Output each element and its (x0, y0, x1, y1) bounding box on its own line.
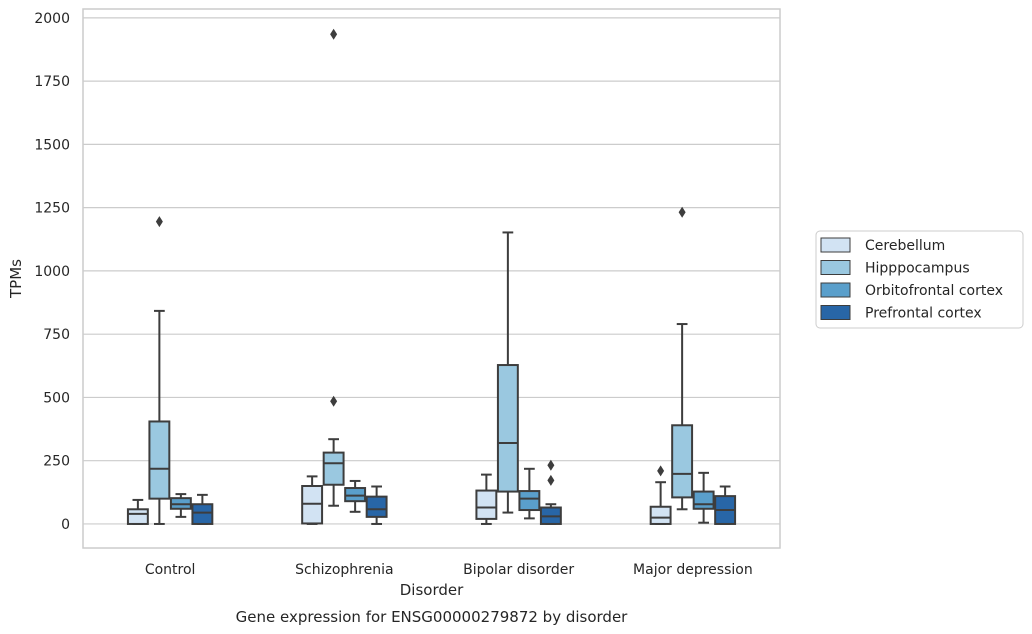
chart-title: Gene expression for ENSG00000279872 by d… (236, 608, 629, 626)
box-iqr (322, 451, 345, 486)
box-iqr (148, 420, 171, 500)
box-group (539, 459, 562, 525)
box-group (496, 231, 519, 514)
box-group (714, 485, 737, 525)
box-iqr (365, 495, 388, 518)
x-tick-label: Schizophrenia (295, 562, 393, 578)
x-axis-ticks: Control Schizophrenia Bipolar disorder Majo… (145, 562, 753, 578)
y-tick-label: 1250 (34, 201, 70, 217)
box-iqr (475, 489, 498, 520)
y-tick-label: 750 (43, 327, 70, 343)
x-tick-label: Bipolar disorder (463, 562, 574, 578)
outlier-point (657, 465, 665, 477)
outlier-point (547, 459, 555, 471)
legend-label: Prefrontal cortex (865, 306, 982, 322)
box-group (301, 475, 324, 525)
box-group (671, 206, 694, 511)
outlier-point (155, 216, 163, 228)
plot-frame (82, 8, 781, 549)
legend-label: Orbitofrontal cortex (865, 283, 1003, 299)
box-iqr (496, 364, 519, 493)
box-group (126, 498, 149, 525)
y-tick-label: 250 (43, 454, 70, 470)
box-iqr (344, 487, 367, 503)
box-iqr (301, 485, 324, 525)
box-group (148, 216, 171, 525)
x-axis-label: Disorder (400, 581, 464, 599)
box-iqr (518, 490, 541, 512)
outlier-point (678, 206, 686, 218)
legend-frame (815, 230, 1024, 329)
box-group (518, 467, 541, 520)
outlier-point (330, 28, 338, 40)
box-group (344, 479, 367, 513)
y-tick-label: 1000 (34, 264, 70, 280)
box-group (649, 465, 672, 525)
box-group (191, 493, 214, 525)
outlier-point (547, 474, 555, 486)
box-group (322, 28, 345, 507)
y-tick-label: 1500 (34, 137, 70, 153)
legend-swatch (820, 305, 851, 320)
legend-swatch (820, 282, 851, 298)
y-axis-ticks: 0 250 500 750 1000 1250 1500 1750 2000 (34, 11, 70, 533)
y-tick-label: 500 (43, 390, 70, 406)
grid-lines (83, 17, 780, 525)
outlier-point (330, 395, 338, 407)
y-tick-label: 2000 (34, 11, 70, 27)
legend-swatch (820, 260, 851, 275)
x-tick-label: Major depression (633, 562, 753, 578)
x-tick-label: Control (145, 562, 196, 578)
box-iqr (692, 490, 715, 510)
legend-label: Cerebellum (865, 238, 945, 254)
box-plot-series (126, 28, 737, 525)
box-group (475, 473, 498, 525)
legend-label: Hipppocampus (865, 261, 970, 277)
box-iqr (649, 505, 672, 525)
box-iqr (126, 508, 149, 525)
box-group (365, 485, 388, 525)
box-group (169, 493, 192, 518)
legend-swatch (820, 237, 851, 253)
legend: Cerebellum Hipppocampus Orbitofrontal cort… (815, 230, 1024, 329)
box-iqr (671, 424, 694, 499)
y-axis-label: TPMs (7, 259, 25, 299)
box-group (692, 471, 715, 524)
y-tick-label: 1750 (34, 74, 70, 90)
y-tick-label: 0 (61, 517, 70, 533)
box-iqr (191, 503, 214, 525)
